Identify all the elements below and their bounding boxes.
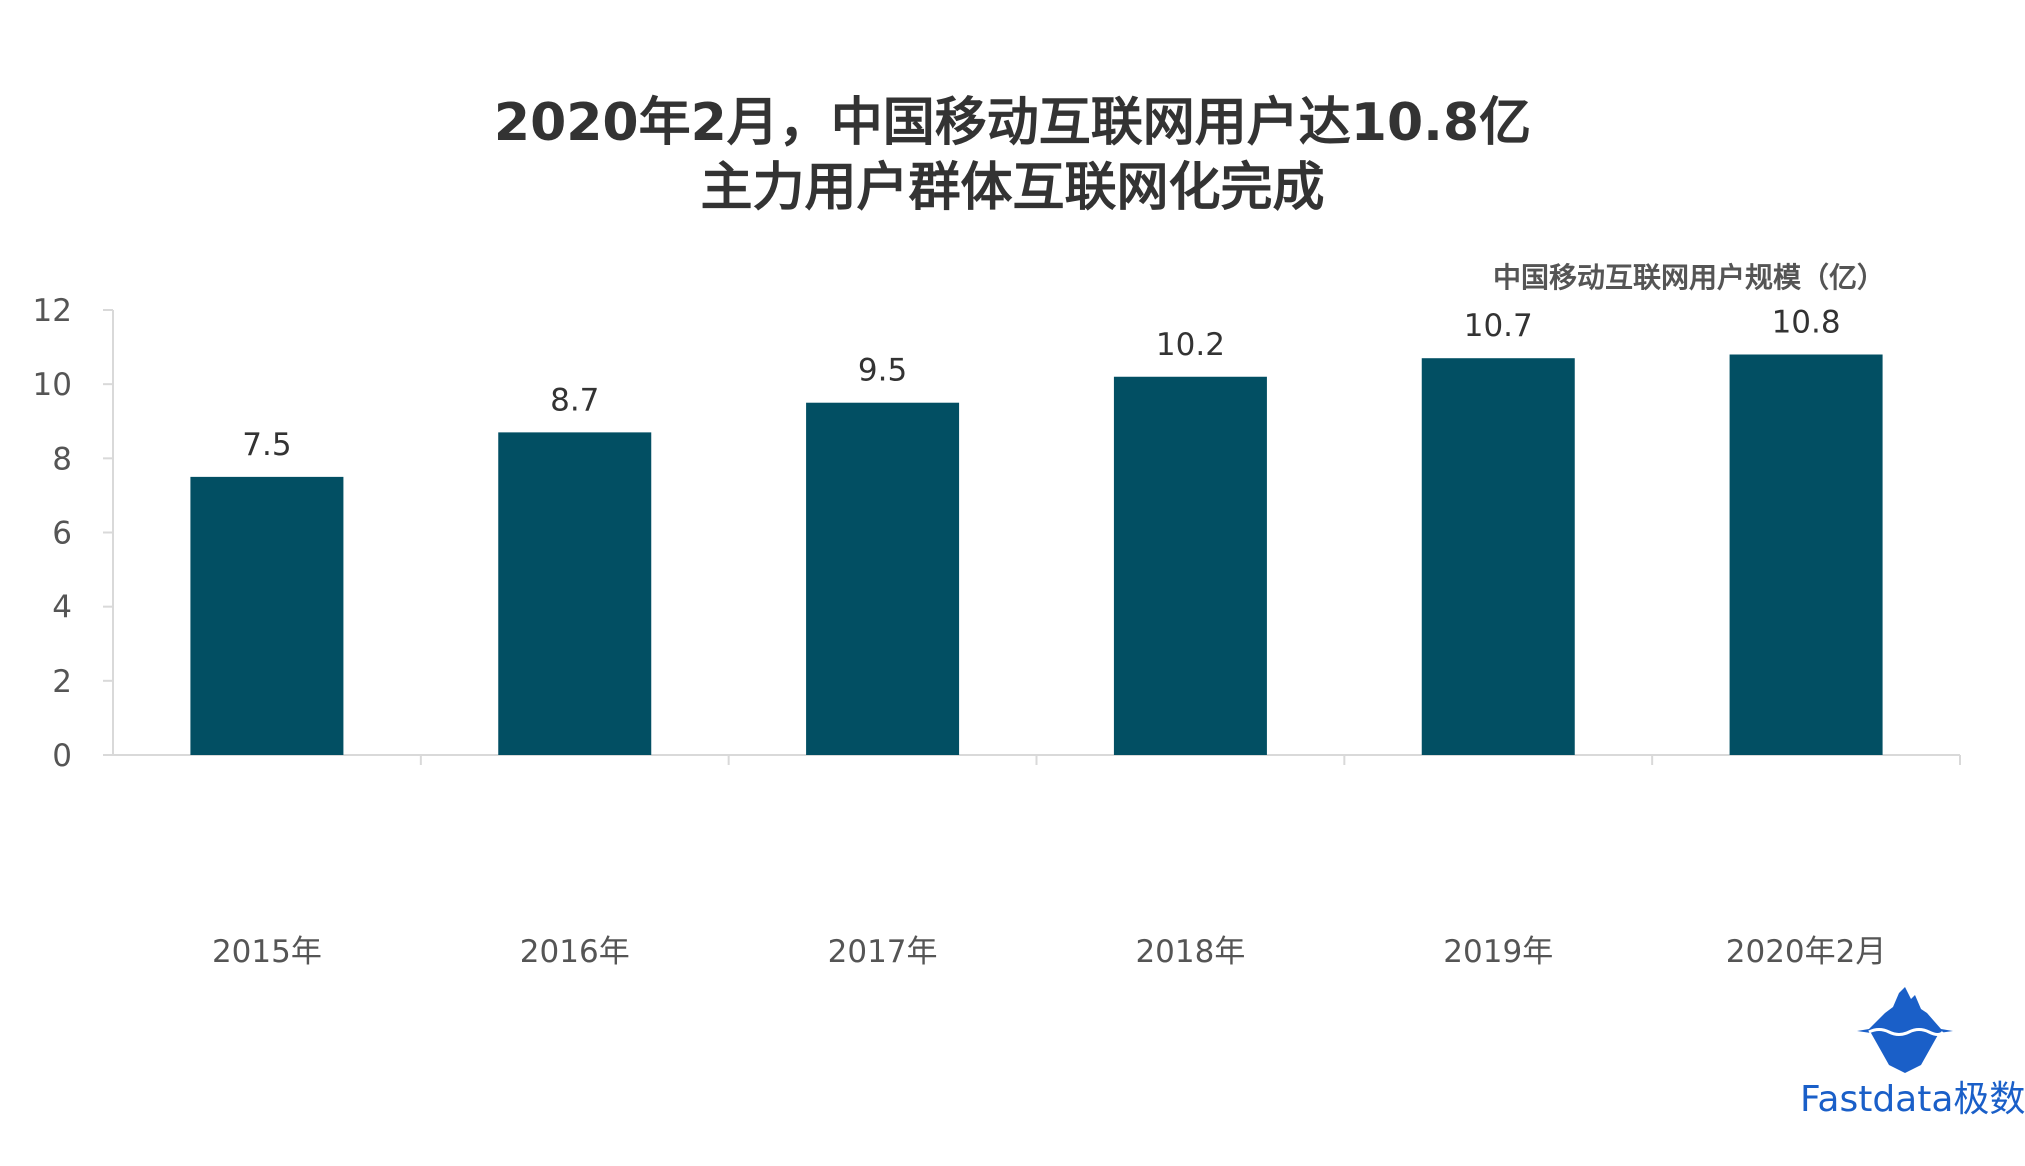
y-tick-label: 2 (52, 664, 72, 700)
x-tick-label: 2015年 (212, 934, 322, 970)
data-label: 10.8 (1772, 305, 1841, 341)
x-tick-label: 2017年 (828, 934, 938, 970)
bar-2019年 (1421, 358, 1575, 755)
y-tick-label: 8 (52, 441, 72, 477)
data-label: 10.2 (1156, 327, 1225, 363)
bar-2015年 (190, 476, 344, 755)
data-label: 8.7 (550, 382, 599, 418)
logo-text: Fastdata极数 (1800, 1079, 2025, 1120)
y-tick-label: 6 (52, 516, 72, 552)
y-tick-label: 4 (52, 590, 72, 626)
fastdata-logo (1790, 985, 2020, 1079)
x-tick-label: 2018年 (1135, 934, 1245, 970)
bar-2016年 (498, 432, 652, 755)
iceberg-icon (1857, 987, 1953, 1073)
chart-title-line1: 2020年2月，中国移动互联网用户达10.8亿 (493, 93, 1532, 153)
chart-title-line2: 主力用户群体互联网化完成 (700, 158, 1325, 218)
bar-2020年2月 (1729, 354, 1883, 755)
data-label: 9.5 (858, 353, 907, 389)
y-tick-label: 10 (33, 367, 72, 403)
y-tick-label: 0 (52, 738, 72, 774)
y-tick-label: 12 (33, 293, 72, 329)
data-label: 7.5 (242, 427, 291, 463)
x-tick-label: 2020年2月 (1726, 934, 1887, 970)
bar-2018年 (1113, 376, 1267, 755)
series-label: 中国移动互联网用户规模（亿） (1492, 261, 1885, 294)
bar-2017年 (806, 402, 960, 755)
x-tick-label: 2016年 (520, 934, 630, 970)
data-label: 10.7 (1464, 308, 1533, 344)
x-tick-label: 2019年 (1443, 934, 1553, 970)
